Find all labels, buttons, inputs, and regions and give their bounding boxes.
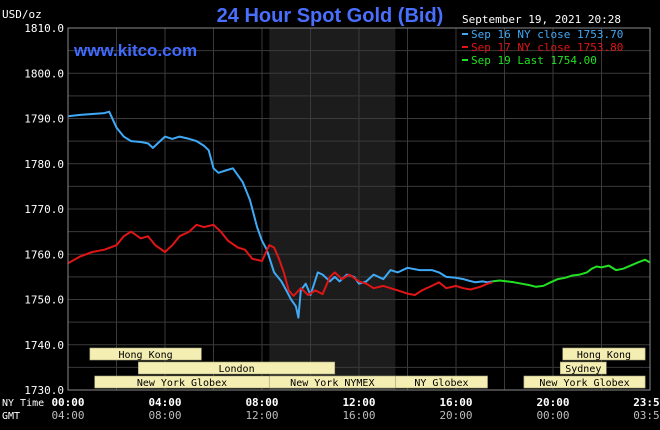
ny-time-label: NY Time	[2, 398, 44, 409]
session-label: Hong Kong	[119, 350, 173, 361]
session-label: Sydney	[565, 364, 601, 375]
chart-date: September 19, 2021 20:28	[462, 13, 621, 26]
x-tick-label-ny: 00:00	[51, 396, 84, 409]
y-tick-label: 1810.0	[24, 22, 64, 35]
market-sessions: Hong Kong Hong Kong London Sydney New York G…	[89, 347, 646, 389]
y-tick-label: 1760.0	[24, 248, 64, 261]
session-bar	[138, 361, 336, 375]
y-tick-label: 1750.0	[24, 294, 64, 307]
chart-title: 24 Hour Spot Gold (Bid)	[217, 5, 444, 27]
session-bar	[395, 375, 488, 389]
x-tick-label-ny: 20:00	[536, 396, 569, 409]
y-tick-labels: 1810.0 1800.0 1790.0 1780.0 1770.0 1760.0 1750…	[24, 22, 64, 397]
session-label: Hong Kong	[577, 350, 631, 361]
grid-layer	[67, 27, 651, 391]
series-line-sep16	[67, 110, 493, 319]
x-tick-label-gmt: 16:00	[342, 409, 375, 422]
session-bar	[559, 361, 607, 375]
frame-layer	[67, 27, 651, 391]
series-layer	[67, 110, 651, 319]
x-tick-label-ny: 16:00	[439, 396, 472, 409]
x-tick-label-ny: 23:59	[633, 396, 660, 409]
session-bar	[562, 347, 646, 361]
y-tick-label: 1780.0	[24, 158, 64, 171]
session-bar	[523, 375, 646, 389]
x-tick-label-ny: 08:00	[245, 396, 278, 409]
series-line-sep17	[67, 223, 493, 297]
x-tick-label-gmt: 08:00	[148, 409, 181, 422]
legend-entry: Sep 19 Last 1754.00	[471, 54, 597, 67]
series-line-sep19	[492, 258, 651, 288]
y-tick-label: 1770.0	[24, 203, 64, 216]
legend-entry: Sep 17 NY close 1753.80	[471, 41, 623, 54]
x-tick-label-gmt: 20:00	[439, 409, 472, 422]
y-tick-label: 1730.0	[24, 384, 64, 397]
session-label: London	[218, 364, 254, 375]
plot-frame	[67, 27, 651, 391]
x-tick-label-ny: 12:00	[342, 396, 375, 409]
x-tick-label-ny: 04:00	[148, 396, 181, 409]
x-tick-label-gmt: 04:00	[51, 409, 84, 422]
x-tick-label-gmt: 03:59	[633, 409, 660, 422]
session-label: NY Globex	[414, 378, 468, 389]
unit-label: USD/oz	[2, 8, 42, 21]
session-label: New York Globex	[137, 378, 227, 389]
gmt-label: GMT	[2, 411, 20, 422]
session-bar	[89, 347, 202, 361]
x-tick-label-gmt: 00:00	[536, 409, 569, 422]
session-label: New York Globex	[539, 378, 629, 389]
x-tick-labels: 00:0004:0004:0008:0008:0012:0012:0016:00…	[51, 396, 660, 422]
legend-entry: Sep 16 NY close 1753.70	[471, 28, 623, 41]
session-label: New York NYMEX	[290, 378, 374, 389]
y-tick-label: 1790.0	[24, 113, 64, 126]
x-tick-label-gmt: 12:00	[245, 409, 278, 422]
brand-watermark: www.kitco.com	[73, 41, 197, 60]
y-tick-label: 1800.0	[24, 67, 64, 80]
y-tick-label: 1740.0	[24, 339, 64, 352]
